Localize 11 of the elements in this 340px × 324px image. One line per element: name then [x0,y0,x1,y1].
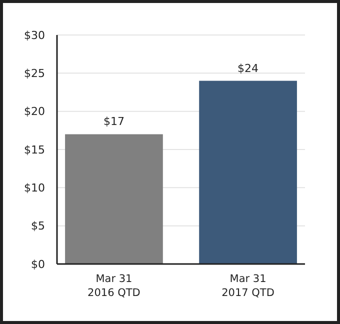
x-tick-label: Mar 31 2016 QTD [88,273,140,299]
y-tick-label: $10 [24,182,45,195]
y-tick-label: $30 [24,28,45,42]
y-tick-label: $5 [31,220,45,233]
data-label: $24 [238,62,259,75]
y-tick-label: $25 [24,67,45,80]
y-tick-label: $20 [24,105,45,118]
y-tick-label: $15 [24,143,45,156]
x-tick-label: Mar 31 2017 QTD [222,273,274,299]
data-label: $17 [103,115,124,128]
y-tick-label: $0 [31,258,45,271]
